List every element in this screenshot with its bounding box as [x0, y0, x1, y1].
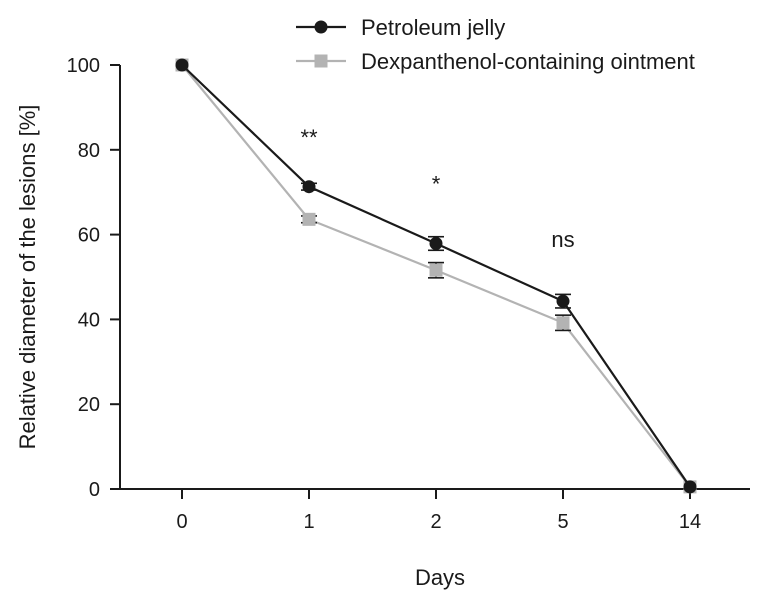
series-dexpanthenol-ointment	[175, 58, 697, 494]
legend-marker	[314, 20, 328, 34]
data-point	[683, 480, 697, 494]
y-axis-title: Relative diameter of the lesions [%]	[15, 105, 40, 450]
y-tick-label: 20	[78, 394, 100, 416]
legend-marker	[314, 54, 328, 68]
legend: Petroleum jelly Dexpanthenol-containing o…	[296, 15, 695, 74]
data-point	[302, 212, 316, 226]
series-petroleum-jelly	[175, 58, 697, 494]
y-tick-label: 100	[67, 55, 100, 77]
y-tick-label: 0	[89, 479, 100, 501]
annotations: ***ns	[300, 125, 574, 252]
data-point	[175, 58, 189, 72]
significance-label: *	[432, 172, 441, 197]
data-point	[429, 237, 443, 251]
series-layer	[175, 58, 697, 494]
x-tick-label: 14	[679, 511, 701, 533]
x-tick-label: 5	[557, 511, 568, 533]
x-tick-label: 0	[176, 511, 187, 533]
x-axis-title: Days	[415, 565, 465, 590]
data-point	[302, 180, 316, 194]
legend-item: Petroleum jelly	[296, 15, 505, 40]
x-tick-label: 1	[303, 511, 314, 533]
axes: 0 20 40 60 80 100 0 1 2 5 14	[67, 55, 750, 533]
y-tick-label: 60	[78, 225, 100, 247]
data-point	[429, 263, 443, 277]
x-tick-label: 2	[430, 511, 441, 533]
data-point	[556, 294, 570, 308]
y-tick-label: 40	[78, 309, 100, 331]
data-point	[556, 316, 570, 330]
y-tick-label: 80	[78, 140, 100, 162]
legend-label: Petroleum jelly	[361, 15, 505, 40]
significance-label: **	[300, 125, 318, 150]
significance-label: ns	[551, 227, 574, 252]
legend-item: Dexpanthenol-containing ointment	[296, 49, 695, 74]
legend-label: Dexpanthenol-containing ointment	[361, 49, 695, 74]
